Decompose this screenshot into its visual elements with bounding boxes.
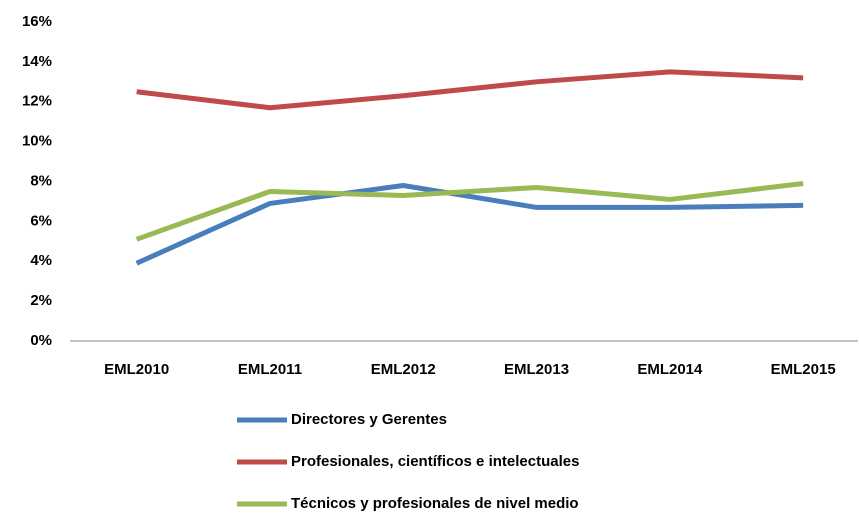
x-tick-label: EML2014 (637, 361, 703, 378)
series-line (136, 69, 804, 111)
series-line (135, 182, 804, 266)
y-tick-label: 10% (22, 133, 52, 150)
y-tick-label: 4% (30, 252, 52, 269)
y-tick-label: 0% (30, 332, 52, 349)
y-tick-label: 8% (30, 172, 52, 189)
y-tick-label: 12% (22, 93, 52, 110)
y-tick-label: 16% (22, 13, 52, 30)
x-tick-label: EML2013 (504, 361, 569, 378)
series-line (135, 181, 804, 242)
y-tick-label: 14% (22, 53, 52, 70)
x-tick-label: EML2015 (771, 361, 836, 378)
x-tick-label: EML2012 (371, 361, 436, 378)
legend-label: Profesionales, científicos e intelectual… (291, 453, 579, 470)
legend-label: Técnicos y profesionales de nivel medio (291, 495, 579, 512)
legend-label: Directores y Gerentes (291, 411, 447, 428)
y-tick-label: 2% (30, 292, 52, 309)
y-tick-label: 6% (30, 212, 52, 229)
x-tick-label: EML2011 (238, 361, 302, 378)
x-tick-label: EML2010 (104, 361, 169, 378)
